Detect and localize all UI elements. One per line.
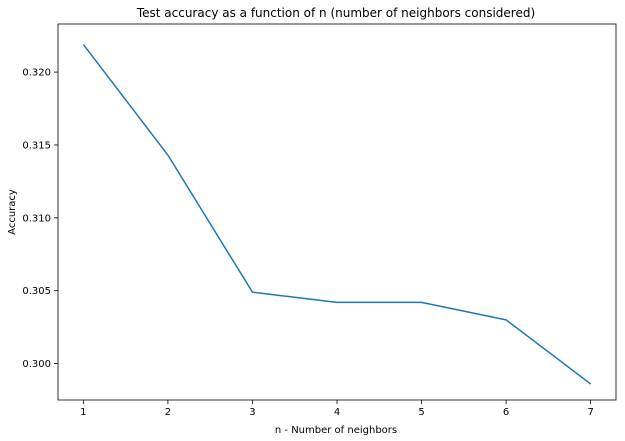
series-line xyxy=(82,43,592,385)
plot-frame xyxy=(57,23,617,401)
x-tick-label: 7 xyxy=(587,407,593,418)
y-axis-label: Accuracy xyxy=(7,189,18,235)
x-axis-label: n - Number of neighbors xyxy=(275,425,397,436)
x-tick-label: 6 xyxy=(503,407,509,418)
x-tick-label: 2 xyxy=(165,407,171,418)
y-tick-label: 0.320 xyxy=(22,68,51,79)
x-tick-label: 1 xyxy=(80,407,86,418)
y-tick-label: 0.310 xyxy=(22,213,51,224)
x-tick-label: 4 xyxy=(334,407,340,418)
x-tick-label: 3 xyxy=(249,407,255,418)
tick-group: 1 2 3 4 5 6 7 0.300 0.305 0.310 0.315 0.320 xyxy=(22,68,593,418)
x-tick-label: 5 xyxy=(418,407,424,418)
y-tick-label: 0.315 xyxy=(22,140,51,151)
y-tick-label: 0.300 xyxy=(22,359,51,370)
y-tick-label: 0.305 xyxy=(22,286,51,297)
chart-title: Test accuracy as a function of n (number… xyxy=(136,6,535,20)
